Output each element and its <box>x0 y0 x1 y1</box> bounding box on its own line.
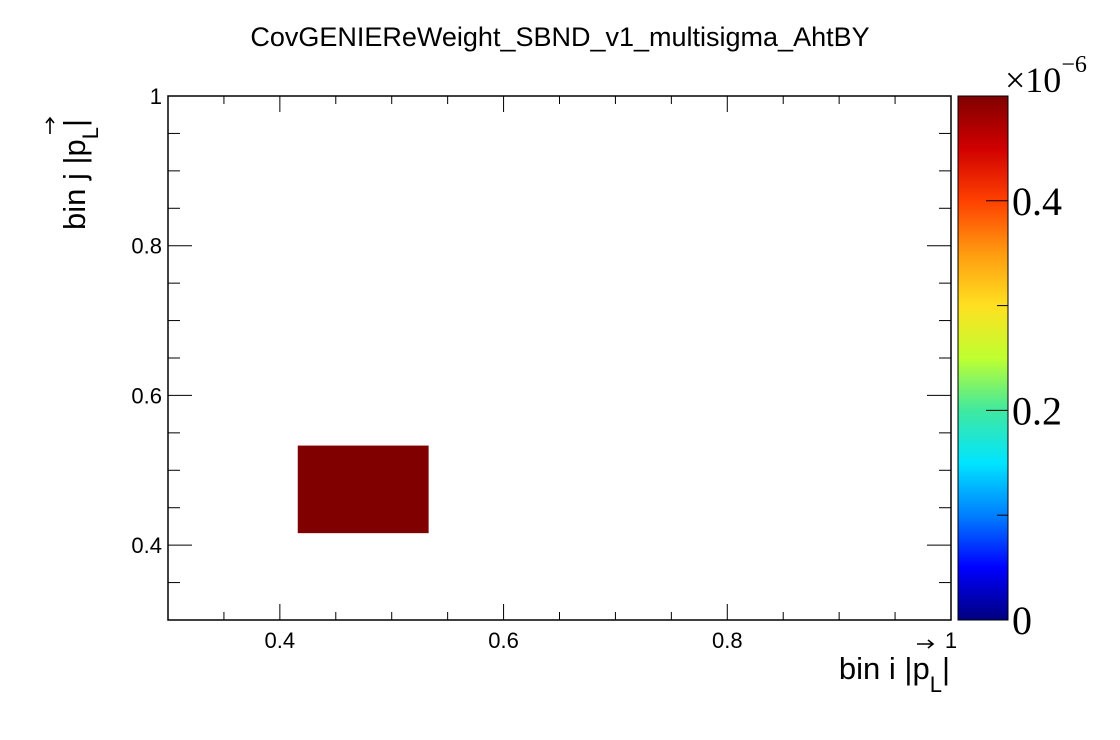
x-tick-label: 1 <box>945 628 957 653</box>
y-tick-label: 0.4 <box>131 533 162 558</box>
x-axis-label-suffix: | <box>942 651 950 686</box>
x-tick-label: 0.4 <box>265 628 296 653</box>
y-tick-label: 0.6 <box>131 383 162 408</box>
x-axis-label-subscript: L <box>930 672 942 697</box>
colorbar-tick-label: 0.2 <box>1012 388 1062 433</box>
y-axis-label-subscript: L <box>78 127 103 139</box>
colorbar <box>957 95 1009 621</box>
y-tick-label: 0.8 <box>131 234 162 259</box>
x-axis-label-vector: p <box>912 651 929 686</box>
y-axis-label-suffix: | <box>57 119 92 127</box>
heatmap-cell <box>297 445 429 534</box>
y-axis-label: bin j |pL| <box>57 119 103 230</box>
colorbar-axis: 0 0.2 0.4 <box>986 95 1062 643</box>
x-tick-label: 0.8 <box>712 628 743 653</box>
colorbar-tick-label: 0 <box>1012 598 1032 643</box>
plot-frame <box>167 95 952 621</box>
x-axis-label-prefix: bin i | <box>839 651 913 686</box>
chart-title: CovGENIEReWeight_SBND_v1_multisigma_AhtB… <box>250 22 869 52</box>
x-axis-label-arrow <box>917 639 935 649</box>
colorbar-exponent: ×10−6 <box>1005 52 1087 100</box>
y-axis-label-prefix: bin j | <box>57 156 92 230</box>
colorbar-exponent-power: −6 <box>1061 52 1087 78</box>
heatmap-cells <box>297 445 429 534</box>
y-axis-label-vector: p <box>57 139 92 156</box>
y-axis-label-arrow <box>45 116 55 134</box>
colorbar-tick-label: 0.4 <box>1012 179 1062 224</box>
x-tick-label: 0.6 <box>488 628 519 653</box>
colorbar-exponent-base: ×10 <box>1005 60 1061 100</box>
x-axis-label: bin i |pL| <box>839 651 950 697</box>
y-axis: 0.4 0.6 0.8 1 <box>131 84 951 621</box>
x-axis: 0.4 0.6 0.8 1 <box>167 96 957 653</box>
y-tick-label: 1 <box>150 84 162 109</box>
